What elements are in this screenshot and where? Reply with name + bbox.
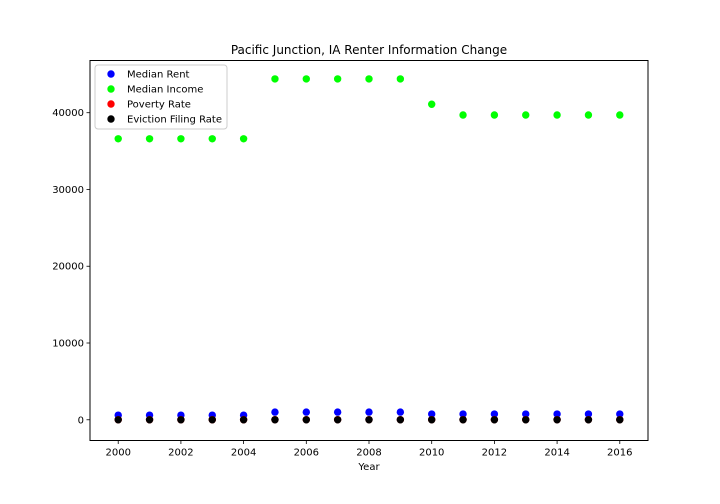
legend-marker-eviction-filing-rate	[107, 115, 115, 123]
eviction-filing-rate-point	[522, 416, 530, 424]
x-axis: 2000 2002 2004 2006 2008 2010 2012 2014 2016	[105, 440, 633, 459]
eviction-filing-rate-point	[428, 416, 436, 424]
median-income-point	[114, 135, 122, 143]
median-income-point	[333, 75, 342, 83]
chart-title: Pacific Junction, IA Renter Information …	[231, 43, 507, 57]
median-income-point	[239, 135, 248, 143]
median-rent-point	[616, 410, 624, 418]
legend-marker-median-rent	[107, 70, 115, 78]
plot-marks	[114, 75, 624, 424]
eviction-filing-rate-point	[333, 416, 342, 424]
median-rent-point	[522, 410, 530, 418]
x-tick-label: 2002	[168, 448, 193, 459]
eviction-filing-rate-point	[145, 416, 154, 424]
y-tick-label: 30000	[52, 185, 84, 196]
median-income-point	[459, 111, 467, 119]
y-tick-label: 20000	[52, 262, 84, 273]
legend-label-median-rent: Median Rent	[127, 70, 190, 81]
median-income-point	[302, 75, 310, 83]
median-rent-point	[333, 408, 342, 416]
legend-label-median-income: Median Income	[127, 85, 203, 96]
y-axis: 0 10000 20000 30000 40000	[52, 108, 90, 426]
y-tick-label: 0	[78, 415, 84, 426]
legend-label-poverty-rate: Poverty Rate	[127, 100, 191, 111]
median-income-point	[522, 111, 530, 119]
median-income-point	[396, 75, 405, 83]
eviction-filing-rate-point	[459, 416, 467, 424]
median-rent-point	[365, 408, 373, 416]
median-income-point	[177, 135, 185, 143]
eviction-filing-rate-point	[114, 416, 122, 424]
median-income-point	[553, 111, 561, 119]
median-rent-point	[553, 410, 561, 418]
median-income-point	[428, 100, 436, 108]
legend: Median Rent Median Income Poverty Rate Evic…	[94, 64, 228, 130]
x-tick-label: 2012	[482, 448, 507, 459]
median-rent-point	[428, 410, 436, 418]
x-axis-label: Year	[357, 462, 380, 473]
median-income-point	[208, 135, 216, 143]
eviction-filing-rate-point	[177, 416, 185, 424]
eviction-filing-rate-point	[302, 416, 310, 424]
median-rent-point	[271, 408, 279, 416]
legend-marker-median-income	[107, 85, 115, 93]
median-rent-point	[396, 408, 405, 416]
x-tick-label: 2010	[419, 448, 444, 459]
median-rent-point	[490, 410, 499, 418]
legend-label-eviction-filing-rate: Eviction Filing Rate	[127, 115, 222, 126]
eviction-filing-rate-point	[208, 416, 216, 424]
eviction-filing-rate-point	[239, 416, 248, 424]
median-income-point	[271, 75, 279, 83]
eviction-filing-rate-point	[271, 416, 279, 424]
eviction-filing-rate-point	[553, 416, 561, 424]
x-tick-label: 2016	[607, 448, 632, 459]
median-income-point	[584, 111, 593, 119]
x-tick-label: 2006	[294, 448, 319, 459]
median-rent-point	[584, 410, 593, 418]
eviction-filing-rate-point	[396, 416, 405, 424]
median-rent-point	[302, 408, 310, 416]
legend-marker-poverty-rate	[107, 100, 115, 108]
median-income-point	[365, 75, 373, 83]
eviction-filing-rate-point	[584, 416, 593, 424]
median-income-point	[145, 135, 154, 143]
y-tick-label: 10000	[52, 339, 84, 350]
y-tick-label: 40000	[52, 108, 84, 119]
x-tick-label: 2014	[544, 448, 569, 459]
eviction-filing-rate-point	[616, 416, 624, 424]
legend-box	[94, 64, 228, 130]
median-rent-point	[459, 410, 467, 418]
x-tick-label: 2008	[356, 448, 381, 459]
median-income-point	[490, 111, 499, 119]
eviction-filing-rate-point	[490, 416, 499, 424]
median-income-point	[616, 111, 624, 119]
eviction-filing-rate-point	[365, 416, 373, 424]
x-tick-label: 2004	[231, 448, 256, 459]
x-tick-label: 2000	[105, 448, 130, 459]
